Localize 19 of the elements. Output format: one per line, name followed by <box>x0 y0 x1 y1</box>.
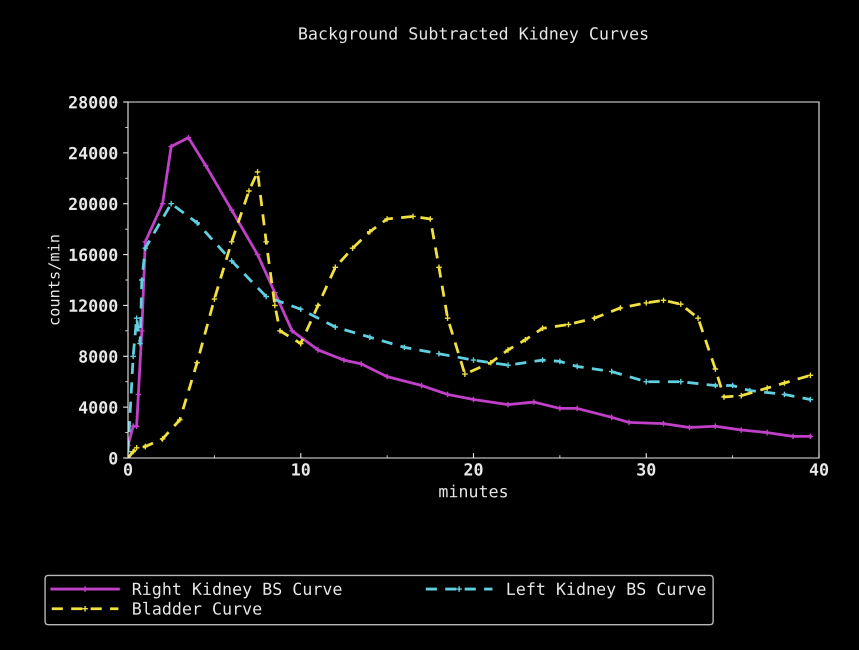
legend-label: Right Kidney BS Curve <box>132 582 342 598</box>
x-tick-label: 0 <box>124 463 132 476</box>
x-tick-label: 10 <box>292 463 310 476</box>
legend-label: Left Kidney BS Curve <box>508 582 706 598</box>
x-tick-label: 20 <box>464 463 483 476</box>
y-tick-label: 8000 <box>79 350 118 363</box>
y-tick-label: 12000 <box>70 299 118 312</box>
x-tick-label: 40 <box>810 463 828 476</box>
x-axis-title: minutes <box>439 484 507 498</box>
legend-label: Bladder Curve <box>133 602 262 615</box>
y-tick-label: 20000 <box>69 198 118 210</box>
y-tick-label: 16000 <box>70 248 118 262</box>
y-tick-label: 4000 <box>78 401 118 414</box>
y-tick-label: 28000 <box>69 96 118 109</box>
y-axis-title: counts/min <box>48 235 61 325</box>
chart-title: Background Subtracted Kidney Curves <box>299 26 648 44</box>
x-tick-label: 30 <box>637 463 656 476</box>
y-tick-label: 0 <box>109 452 118 465</box>
y-tick-label: 24000 <box>69 146 118 160</box>
